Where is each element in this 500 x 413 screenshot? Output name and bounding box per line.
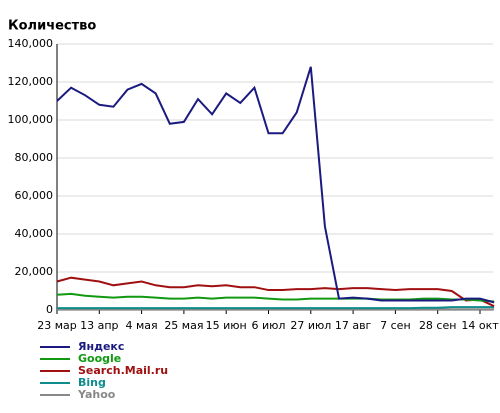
y-tick-label: 140,000	[8, 37, 54, 50]
x-tick-label: 17 авг	[335, 319, 372, 332]
series-line	[57, 306, 495, 310]
series-line	[56, 276, 495, 308]
legend-label: Search.Mail.ru	[78, 364, 168, 377]
x-tick-label: 25 мая	[164, 319, 203, 332]
x-tick-label: 6 июл	[252, 319, 286, 332]
series-line	[56, 292, 495, 303]
x-tick-label: 27 июл	[290, 319, 331, 332]
y-tick-label: 0	[46, 303, 53, 316]
x-tick-label: 28 сен	[419, 319, 457, 332]
x-tick-label: 14 окт	[461, 319, 499, 332]
x-tick-label: 13 апр	[80, 319, 118, 332]
x-tick-label: 15 июн	[206, 319, 247, 332]
y-tick-label: 80,000	[15, 151, 54, 164]
y-tick-label: 100,000	[8, 113, 54, 126]
x-tick-label: 4 мая	[126, 319, 158, 332]
legend-label: Yahoo	[77, 388, 116, 401]
legend-label: Яндекс	[78, 340, 124, 353]
y-tick-label: 60,000	[15, 189, 54, 202]
x-tick-label: 23 мар	[37, 319, 77, 332]
x-tick-label: 7 сен	[380, 319, 411, 332]
chart-title: Количество	[8, 19, 96, 34]
y-tick-label: 40,000	[15, 227, 54, 240]
y-tick-label: 120,000	[8, 75, 54, 88]
series-line	[56, 66, 495, 304]
legend-label: Bing	[78, 376, 106, 389]
legend-label: Google	[78, 352, 121, 365]
y-tick-label: 20,000	[15, 265, 54, 278]
